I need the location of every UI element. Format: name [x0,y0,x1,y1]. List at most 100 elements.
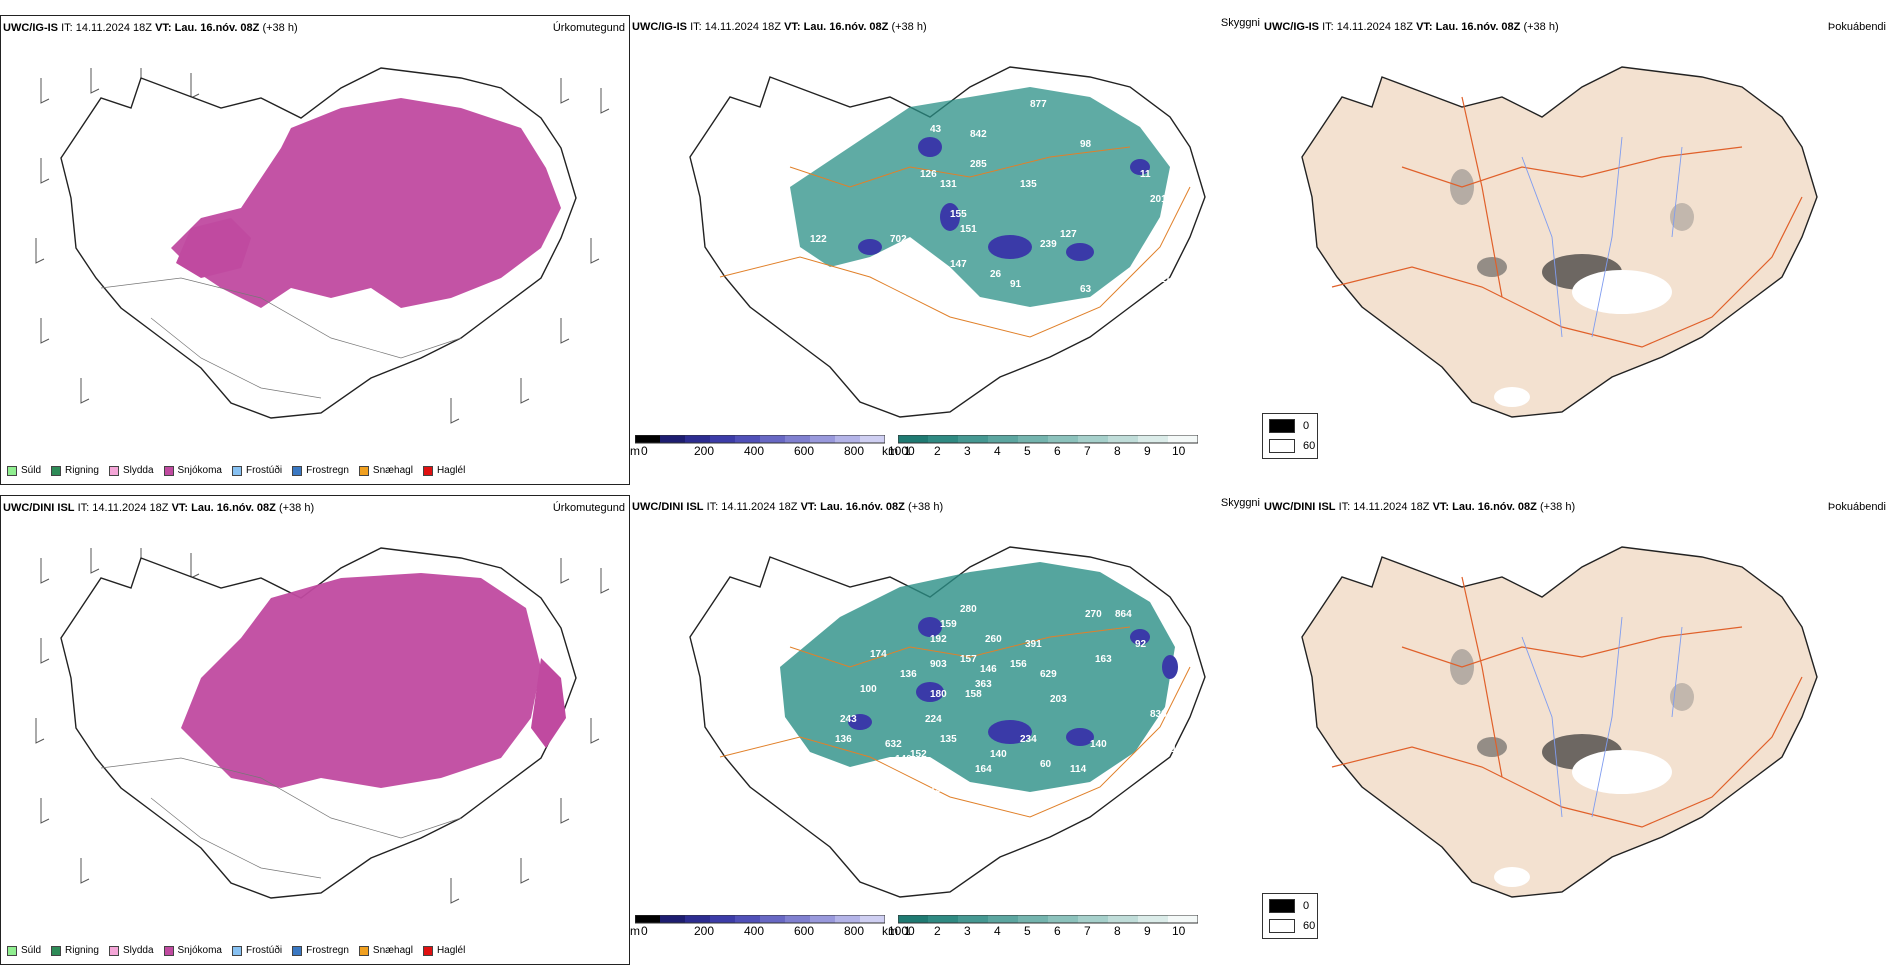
visibility-value-label: 60 [1040,759,1052,770]
visibility-value-label: 158 [965,689,982,700]
tick-label: 9 [1144,924,1151,938]
tick-label: 1 [904,444,911,458]
visibility-value-label: 116 [1160,274,1177,285]
lead-time: (+38 h) [262,22,298,34]
tick-label: 8 [1114,924,1121,938]
tick-label: 3 [964,444,971,458]
visibility-value-label: 174 [870,649,887,660]
tick-label: 200 [694,924,715,938]
visibility-value-label: 156 [1010,659,1027,670]
tick-label: 400 [744,924,765,938]
precip-type-map [35,67,610,424]
model-name: UWC/DINI ISL [3,502,75,514]
road-network [100,757,462,879]
tick-label: 600 [794,924,815,938]
precip-type-panel: UWC/DINI ISL IT: 14.11.2024 18Z VT: Lau.… [0,495,630,965]
lead-time: (+38 h) [1523,21,1559,33]
snow-area [171,98,561,308]
visibility-value-label: 80 [830,269,842,280]
valid-time-label: VT: [1416,21,1433,33]
visibility-value-label: 92 [1135,639,1147,650]
visibility-unit: km [882,444,898,458]
visibility-value-label: 431 [1160,744,1177,755]
visibility-value-label: 43 [930,124,942,135]
visibility-value-label: 152 [910,749,927,760]
road-network [1331,576,1803,828]
fog-index-panel: UWC/DINI ISL IT: 14.11.2024 18Z VT: Lau.… [1262,495,1892,965]
panel-header: UWC/IG-IS IT: 14.11.2024 18Z VT: Lau. 16… [1264,21,1559,33]
legend-item: Slydda [108,945,154,956]
visibility-value-label: 192 [930,634,947,645]
panel-header: UWC/IG-IS IT: 14.11.2024 18Z VT: Lau. 16… [632,21,927,33]
init-time-label: IT: [1338,501,1351,513]
visibility-value-label: 75 [885,774,897,785]
visibility-value-label: 131 [940,179,957,190]
visibility-value-label: 136 [900,669,917,680]
road-network [719,626,1191,818]
precip-type-map [35,547,610,904]
valid-time-value: Lau. 16.nóv. 08Z [1435,21,1521,33]
visibility-value-label: 270 [1085,609,1102,620]
visibility-value-label: 114 [1070,764,1087,775]
legend-item: Haglél [422,945,465,956]
ceiling-colorbar [635,915,885,924]
low-ceiling-spots [848,617,1178,746]
valid-time-value: Lau. 16.nóv. 08Z [174,22,260,34]
legend-item: Slydda [108,465,154,476]
visibility-value-label: 98 [1080,139,1092,150]
legend-item: Rigning [51,945,99,956]
panel-title: Skyggni [1220,17,1260,29]
panel-header: UWC/DINI ISL IT: 14.11.2024 18Z VT: Lau.… [1264,501,1575,513]
init-time-value: 14.11.2024 18Z [1336,21,1413,33]
valid-time-label: VT: [171,502,189,514]
tick-label: 600 [794,444,815,458]
tick-label: 4 [994,444,1001,458]
visibility-value-label: 100 [860,684,877,695]
tick-label: 200 [694,444,715,458]
ceiling-colorbar-labels: m 0 200 400 600 800 1000 [630,435,915,461]
valid-time-value: Lau. 16.nóv. 08Z [1452,501,1537,513]
tick-label: 1 [904,924,911,938]
ceiling-unit: m [630,444,640,458]
lead-time: (+38 h) [1539,501,1576,513]
tick-label: 6 [1054,444,1061,458]
visibility-value-label: 239 [1040,239,1057,250]
visibility-panel: UWC/IG-IS IT: 14.11.2024 18Z VT: Lau. 16… [630,15,1260,485]
init-time-value: 14.11.2024 18Z [704,21,781,33]
tick-label: 1000 [888,924,915,938]
visibility-value-label: 903 [930,659,947,670]
visibility-unit: km [882,924,898,938]
legend-item: Frostregn [292,465,349,476]
visibility-value-label: 127 [1060,229,1077,240]
visibility-value-label: 234 [1020,734,1037,745]
fog-legend-max-label: 0 [1303,420,1310,432]
fog-legend-min: 60 [1269,439,1315,453]
visibility-value-label: 85 [805,291,817,302]
init-time-label: IT: [61,22,73,34]
fog-legend-max: 0 [1269,419,1309,433]
legend-item: Súld [7,465,41,476]
visibility-value-label: 629 [1040,669,1057,680]
fog-index-panel: UWC/IG-IS IT: 14.11.2024 18Z VT: Lau. 16… [1262,15,1892,485]
visibility-value-label: 140 [990,749,1007,760]
visibility-value-label: 156 [930,784,947,795]
visibility-panel: UWC/DINI ISL IT: 14.11.2024 18Z VT: Lau.… [630,495,1260,965]
visibility-value-label: 391 [1025,639,1042,650]
visibility-value-label: 147 [880,259,897,270]
init-time-value: 14.11.2024 18Z [92,502,169,514]
legend-item: Snjókoma [163,945,222,956]
road-network [1331,96,1803,348]
valid-time-value: Lau. 16.nóv. 08Z [191,502,276,514]
model-name: UWC/DINI ISL [632,501,704,513]
visibility-value-label: 122 [810,234,827,245]
init-time-value: 14.11.2024 18Z [1353,501,1430,513]
valid-time-value: Lau. 16.nóv. 08Z [820,501,905,513]
fog-legend-min-label: 60 [1303,920,1316,932]
tick-label: 0 [641,924,648,938]
panel-header: UWC/DINI ISL IT: 14.11.2024 18Z VT: Lau.… [632,501,943,513]
fog-patches [1450,649,1694,887]
valid-time-value: Lau. 16.nóv. 08Z [803,21,889,33]
fog-index-map [1301,546,1818,898]
low-ceiling-spots [858,137,1150,261]
